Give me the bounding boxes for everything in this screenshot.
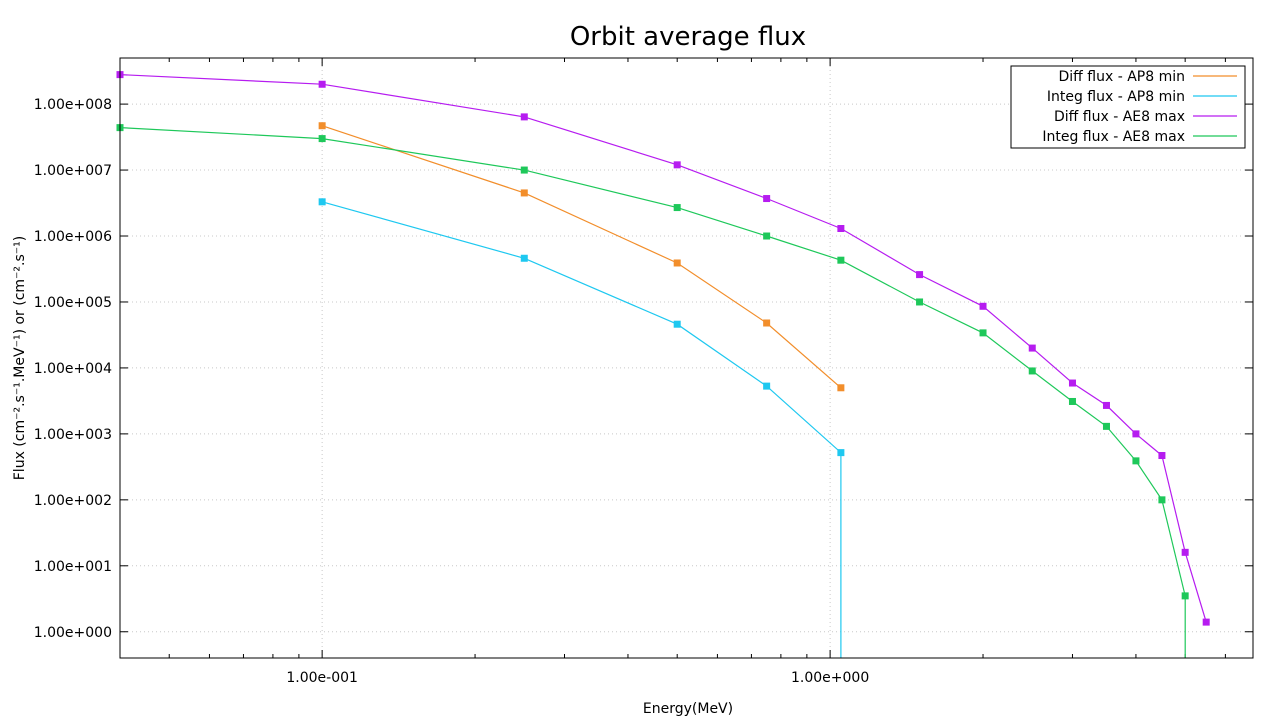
data-point [520, 113, 528, 121]
y-tick-label: 1.00e+008 [34, 97, 112, 113]
data-point [916, 298, 924, 306]
data-point [318, 198, 326, 206]
data-point [1028, 367, 1036, 375]
y-tick-label: 1.00e+006 [34, 229, 112, 245]
data-point [673, 161, 681, 169]
data-point [837, 256, 845, 264]
y-tick-label: 1.00e+004 [34, 361, 112, 377]
data-point [916, 271, 924, 279]
data-point [318, 80, 326, 88]
series-line [321, 125, 842, 389]
data-point [318, 135, 326, 143]
series-line [321, 201, 842, 658]
data-point [1132, 457, 1140, 465]
y-tick-label: 1.00e+001 [34, 559, 112, 575]
series-layer [116, 71, 1210, 658]
grid-lines [120, 58, 1253, 658]
data-point [837, 384, 845, 392]
data-point [1181, 548, 1189, 556]
data-point [763, 319, 771, 327]
data-point [763, 382, 771, 390]
y-tick-label: 1.00e+005 [34, 295, 112, 311]
data-point [1181, 592, 1189, 600]
legend-box [1010, 65, 1246, 149]
data-point [837, 224, 845, 232]
x-tick-label: 1.00e-001 [286, 670, 358, 686]
chart-title: Orbit average flux [570, 22, 806, 52]
data-point [837, 449, 845, 457]
data-point [1068, 397, 1076, 405]
data-point [1158, 496, 1166, 504]
data-point [1132, 430, 1140, 438]
data-point [1102, 422, 1110, 430]
y-tick-label: 1.00e+007 [34, 163, 112, 179]
data-point [763, 232, 771, 240]
data-point [979, 302, 987, 310]
data-point [1102, 401, 1110, 409]
series-line [119, 127, 1186, 658]
data-point [979, 329, 987, 337]
data-point [520, 189, 528, 197]
legend-label: Integ flux - AE8 max [1042, 129, 1185, 145]
series-line [119, 74, 1207, 623]
plot-frame [119, 57, 1254, 659]
data-point [520, 166, 528, 174]
data-point [1068, 379, 1076, 387]
legend-label: Integ flux - AP8 min [1047, 89, 1185, 105]
data-point [520, 254, 528, 262]
data-point [1028, 344, 1036, 352]
y-tick-label: 1.00e+002 [34, 493, 112, 509]
legend-label: Diff flux - AP8 min [1059, 69, 1185, 85]
data-point [1158, 452, 1166, 460]
data-point [673, 259, 681, 267]
data-point [673, 204, 681, 212]
data-point [763, 195, 771, 203]
y-tick-label: 1.00e+003 [34, 427, 112, 443]
data-point [1202, 618, 1210, 626]
y-axis-label: Flux (cm⁻².s⁻¹.MeV⁻¹) or (cm⁻².s⁻¹) [12, 236, 28, 481]
data-point [673, 320, 681, 328]
data-point [318, 122, 326, 130]
legend-label: Diff flux - AE8 max [1054, 109, 1185, 125]
legend: Diff flux - AP8 min Integ flux - AP8 min D… [1010, 65, 1246, 149]
y-tick-label: 1.00e+000 [34, 625, 112, 641]
x-tick-label: 1.00e+000 [791, 670, 869, 686]
axis-ticks: 1.00e+000 1.00e+001 1.00e+002 1.00e+003 1.00… [34, 58, 1253, 686]
x-axis-label: Energy(MeV) [643, 701, 733, 717]
